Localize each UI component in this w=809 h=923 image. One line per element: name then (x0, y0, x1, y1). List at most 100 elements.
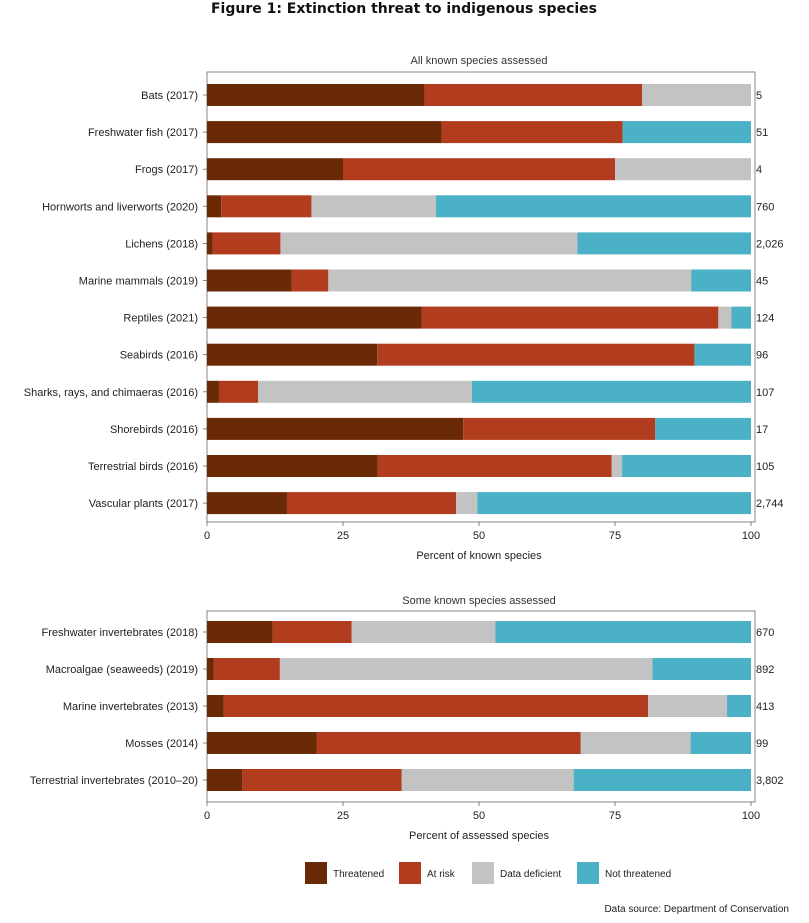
category-label: Seabirds (2016) (120, 350, 198, 362)
bar-segment-at-risk (272, 621, 352, 643)
bar-segment-data-deficient (642, 84, 751, 106)
bar-row-terrestrial-invertebrates-2010-20: Terrestrial invertebrates (2010–20) 3,802 (30, 769, 784, 791)
bar-segment-at-risk (377, 343, 695, 366)
bar-segment-threatened (207, 232, 213, 255)
category-label: Bats (2017) (141, 90, 198, 102)
legend-swatch (305, 862, 327, 884)
category-label: Lichens (2018) (125, 238, 198, 250)
bar-segment-not-threatened (577, 232, 751, 255)
bar-row-lichens-2018: Lichens (2018) 2,026 (125, 232, 784, 255)
bar-row-freshwater-invertebrates-2018: Freshwater invertebrates (2018) 670 (41, 621, 774, 643)
bar-row-marine-invertebrates-2013: Marine invertebrates (2013) 413 (63, 695, 774, 717)
category-label: Macroalgae (seaweeds) (2019) (46, 664, 198, 676)
bar-row-freshwater-fish-2017: Freshwater fish (2017) 51 (88, 121, 768, 144)
category-label: Reptiles (2021) (123, 313, 198, 325)
count-label: 99 (756, 738, 768, 750)
category-label: Freshwater fish (2017) (88, 127, 198, 139)
category-label: Sharks, rays, and chimaeras (2016) (24, 387, 198, 399)
bar-segment-not-threatened (655, 417, 751, 440)
count-label: 2,744 (756, 498, 784, 510)
figure-title: Figure 1: Extinction threat to indigenou… (211, 1, 597, 17)
bar-segment-not-threatened (436, 195, 751, 218)
category-label: Marine invertebrates (2013) (63, 701, 198, 713)
bar-segment-data-deficient (718, 306, 732, 329)
bar-segment-data-deficient (351, 621, 496, 643)
legend-swatch (399, 862, 421, 884)
bar-segment-threatened (207, 769, 243, 791)
count-label: 670 (756, 627, 774, 639)
legend-swatch (577, 862, 599, 884)
bar-segment-data-deficient (615, 158, 751, 181)
bar-segment-not-threatened (652, 658, 751, 680)
category-label: Terrestrial invertebrates (2010–20) (30, 775, 198, 787)
count-label: 51 (756, 127, 768, 139)
bar-segment-threatened (207, 158, 343, 181)
bar-segment-threatened (207, 306, 422, 329)
bar-segment-threatened (207, 343, 378, 366)
count-label: 760 (756, 201, 774, 213)
bar-segment-threatened (207, 695, 224, 717)
count-label: 892 (756, 664, 774, 676)
bar-segment-at-risk (421, 306, 719, 329)
panel-title: All known species assessed (411, 55, 548, 67)
x-axis-title: Percent of assessed species (409, 830, 550, 842)
chart-panels: All known species assessed Bats (2017) 5 Fr… (24, 55, 784, 842)
count-label: 5 (756, 90, 762, 102)
bar-segment-at-risk (242, 769, 402, 791)
category-label: Shorebirds (2016) (110, 424, 198, 436)
bar-segment-not-threatened (477, 492, 751, 515)
x-tick-label: 25 (337, 810, 349, 822)
bar-segment-threatened (207, 84, 425, 106)
bar-segment-not-threatened (691, 269, 751, 292)
bar-row-reptiles-2021: Reptiles (2021) 124 (123, 306, 774, 329)
count-label: 3,802 (756, 775, 784, 787)
category-label: Vascular plants (2017) (89, 498, 198, 510)
bar-segment-data-deficient (280, 232, 578, 255)
bar-segment-not-threatened (727, 695, 751, 717)
x-tick-label: 0 (204, 810, 210, 822)
bar-segment-at-risk (463, 417, 656, 440)
bar-segment-data-deficient (279, 658, 653, 680)
bar-row-frogs-2017: Frogs (2017) 4 (135, 158, 762, 181)
bar-segment-at-risk (213, 658, 280, 680)
bar-segment-data-deficient (311, 195, 437, 218)
count-label: 413 (756, 701, 774, 713)
count-label: 45 (756, 276, 768, 288)
panel-1: All known species assessed Bats (2017) 5 Fr… (24, 55, 784, 562)
bar-segment-threatened (207, 621, 273, 643)
legend-item-threatened: Threatened (305, 862, 384, 884)
bar-row-bats-2017: Bats (2017) 5 (141, 84, 762, 106)
bar-row-seabirds-2016: Seabirds (2016) 96 (120, 343, 768, 366)
bar-segment-not-threatened (471, 380, 751, 403)
bar-segment-data-deficient (648, 695, 728, 717)
bar-segment-at-risk (316, 732, 581, 754)
legend: Threatened At risk Data deficient Not threa… (305, 862, 671, 884)
count-label: 17 (756, 424, 768, 436)
legend-label: Not threatened (605, 869, 671, 880)
bar-row-sharks-rays-and-chimaeras-2016: Sharks, rays, and chimaeras (2016) 107 (24, 380, 774, 403)
bar-row-terrestrial-birds-2016: Terrestrial birds (2016) 105 (88, 455, 774, 477)
category-label: Mosses (2014) (125, 738, 198, 750)
legend-item-data-deficient: Data deficient (472, 862, 561, 884)
x-tick-label: 75 (609, 810, 621, 822)
category-label: Marine mammals (2019) (79, 276, 198, 288)
plot-frame (206, 71, 756, 523)
count-label: 96 (756, 350, 768, 362)
bar-segment-threatened (207, 732, 317, 754)
bar-segment-at-risk (223, 695, 649, 717)
x-tick-label: 50 (473, 530, 485, 542)
bar-segment-threatened (207, 380, 219, 403)
bar-row-hornworts-and-liverworts-2020: Hornworts and liverworts (2020) 760 (42, 195, 774, 218)
count-label: 124 (756, 313, 774, 325)
x-tick-label: 100 (742, 810, 760, 822)
bar-segment-not-threatened (495, 621, 751, 643)
legend-label: Data deficient (500, 869, 561, 880)
count-label: 4 (756, 164, 762, 176)
data-source: Data source: Department of Conservation (604, 904, 789, 915)
bar-segment-not-threatened (731, 306, 751, 329)
bar-segment-at-risk (212, 232, 281, 255)
bar-segment-threatened (207, 658, 214, 680)
bar-row-shorebirds-2016: Shorebirds (2016) 17 (110, 417, 768, 440)
bar-segment-at-risk (343, 158, 615, 181)
